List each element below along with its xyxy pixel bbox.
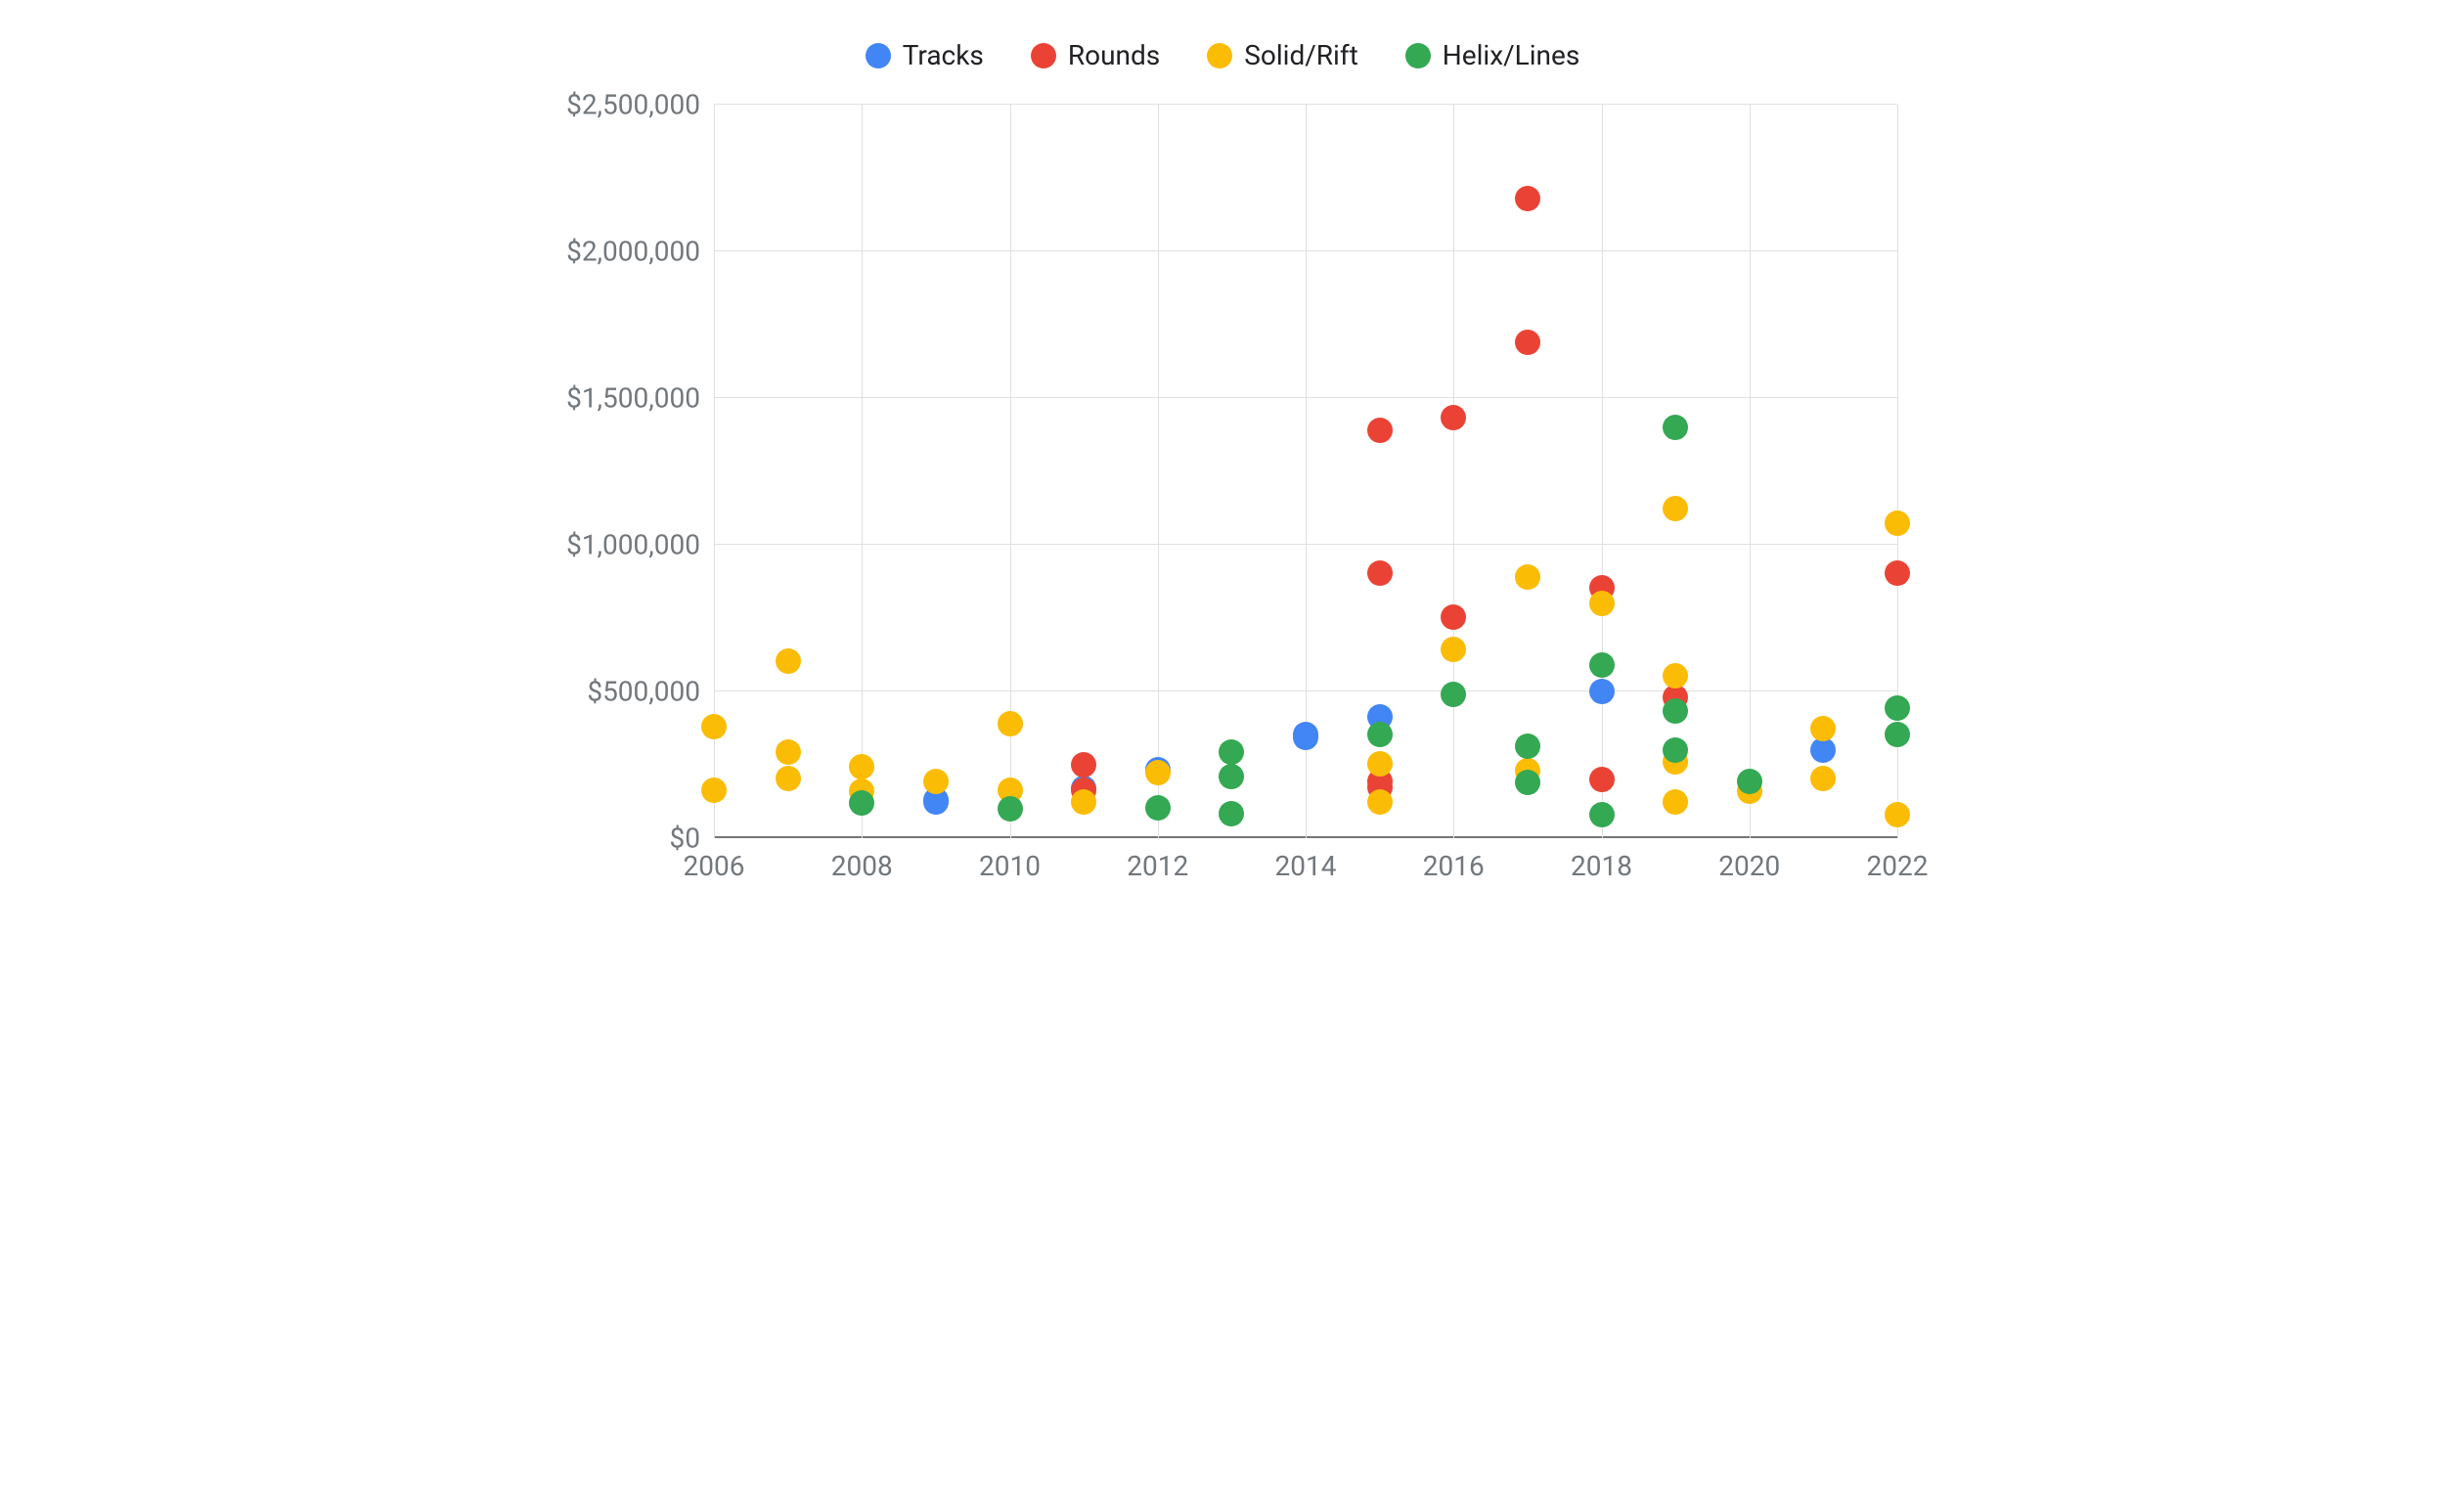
data-point[interactable]: [1441, 682, 1466, 707]
data-point[interactable]: [1367, 789, 1393, 815]
data-point[interactable]: [1367, 751, 1393, 777]
x-axis-tick-label: 2018: [1571, 838, 1632, 882]
legend-label: Solid/Rift: [1244, 39, 1358, 71]
data-point[interactable]: [1663, 789, 1688, 815]
data-point[interactable]: [1885, 722, 1910, 747]
data-point[interactable]: [1885, 695, 1910, 721]
y-axis-tick-label: $2,500,000: [566, 89, 714, 121]
data-point[interactable]: [776, 766, 801, 791]
x-axis-tick-label: 2006: [684, 838, 745, 882]
y-axis-tick-label: $500,000: [587, 676, 714, 708]
gridline-vertical: [1750, 105, 1751, 838]
legend-item[interactable]: Rounds: [1031, 39, 1160, 71]
data-point[interactable]: [1145, 760, 1171, 785]
data-point[interactable]: [1663, 415, 1688, 440]
data-point[interactable]: [1589, 652, 1615, 678]
x-axis-tick-label: 2016: [1423, 838, 1485, 882]
data-point[interactable]: [1441, 604, 1466, 630]
data-point[interactable]: [1515, 330, 1540, 355]
data-point[interactable]: [1589, 802, 1615, 827]
data-point[interactable]: [998, 796, 1023, 822]
data-point[interactable]: [1515, 564, 1540, 590]
legend-marker-icon: [866, 43, 891, 68]
data-point[interactable]: [1810, 766, 1836, 791]
data-point[interactable]: [701, 778, 727, 803]
legend-item[interactable]: Helix/Lines: [1405, 39, 1580, 71]
plot-area: $0$500,000$1,000,000$1,500,000$2,000,000…: [528, 95, 1917, 897]
gridline-vertical: [862, 105, 863, 838]
data-point[interactable]: [1885, 511, 1910, 536]
legend-marker-icon: [1207, 43, 1232, 68]
data-point[interactable]: [1589, 679, 1615, 704]
data-point[interactable]: [998, 711, 1023, 736]
legend-label: Helix/Lines: [1443, 39, 1580, 71]
grid-region: $0$500,000$1,000,000$1,500,000$2,000,000…: [714, 105, 1897, 838]
y-axis-tick-label: $1,000,000: [566, 529, 714, 561]
data-point[interactable]: [1515, 734, 1540, 759]
scatter-chart: Tracks Rounds Solid/Rift Helix/Lines $0$500…: [528, 39, 1917, 897]
y-axis-tick-label: $1,500,000: [566, 382, 714, 415]
data-point[interactable]: [1663, 496, 1688, 521]
x-axis-tick-label: 2020: [1718, 838, 1780, 882]
data-point[interactable]: [1589, 591, 1615, 616]
data-point[interactable]: [1071, 789, 1096, 815]
data-point[interactable]: [849, 790, 874, 816]
data-point[interactable]: [701, 714, 727, 739]
data-point[interactable]: [923, 769, 949, 794]
legend-marker-icon: [1031, 43, 1056, 68]
data-point[interactable]: [1589, 767, 1615, 792]
data-point[interactable]: [1885, 560, 1910, 586]
y-axis-tick-label: $2,000,000: [566, 236, 714, 268]
legend-marker-icon: [1405, 43, 1431, 68]
gridline-vertical: [1602, 105, 1603, 838]
data-point[interactable]: [1367, 560, 1393, 586]
data-point[interactable]: [1515, 770, 1540, 795]
data-point[interactable]: [1810, 716, 1836, 741]
chart-legend: Tracks Rounds Solid/Rift Helix/Lines: [528, 39, 1917, 71]
data-point[interactable]: [1219, 739, 1244, 765]
data-point[interactable]: [776, 739, 801, 765]
x-axis-tick-label: 2014: [1275, 838, 1337, 882]
data-point[interactable]: [1663, 663, 1688, 689]
data-point[interactable]: [1441, 405, 1466, 430]
data-point[interactable]: [1293, 722, 1318, 747]
data-point[interactable]: [1810, 737, 1836, 763]
legend-label: Tracks: [903, 39, 984, 71]
data-point[interactable]: [1737, 769, 1762, 794]
x-axis-tick-label: 2012: [1127, 838, 1188, 882]
data-point[interactable]: [1071, 752, 1096, 778]
data-point[interactable]: [1367, 722, 1393, 747]
data-point[interactable]: [1145, 795, 1171, 821]
legend-item[interactable]: Solid/Rift: [1207, 39, 1358, 71]
data-point[interactable]: [1219, 764, 1244, 789]
data-point[interactable]: [1515, 186, 1540, 211]
data-point[interactable]: [1441, 637, 1466, 662]
data-point[interactable]: [1663, 698, 1688, 724]
data-point[interactable]: [849, 754, 874, 779]
legend-label: Rounds: [1068, 39, 1160, 71]
x-axis-tick-label: 2010: [979, 838, 1041, 882]
x-axis-tick-label: 2008: [831, 838, 893, 882]
data-point[interactable]: [1885, 802, 1910, 827]
gridline-vertical: [1453, 105, 1454, 838]
data-point[interactable]: [1219, 801, 1244, 826]
data-point[interactable]: [776, 648, 801, 674]
data-point[interactable]: [1367, 418, 1393, 443]
legend-item[interactable]: Tracks: [866, 39, 984, 71]
gridline-vertical: [1158, 105, 1159, 838]
data-point[interactable]: [1663, 737, 1688, 763]
x-axis-tick-label: 2022: [1867, 838, 1929, 882]
